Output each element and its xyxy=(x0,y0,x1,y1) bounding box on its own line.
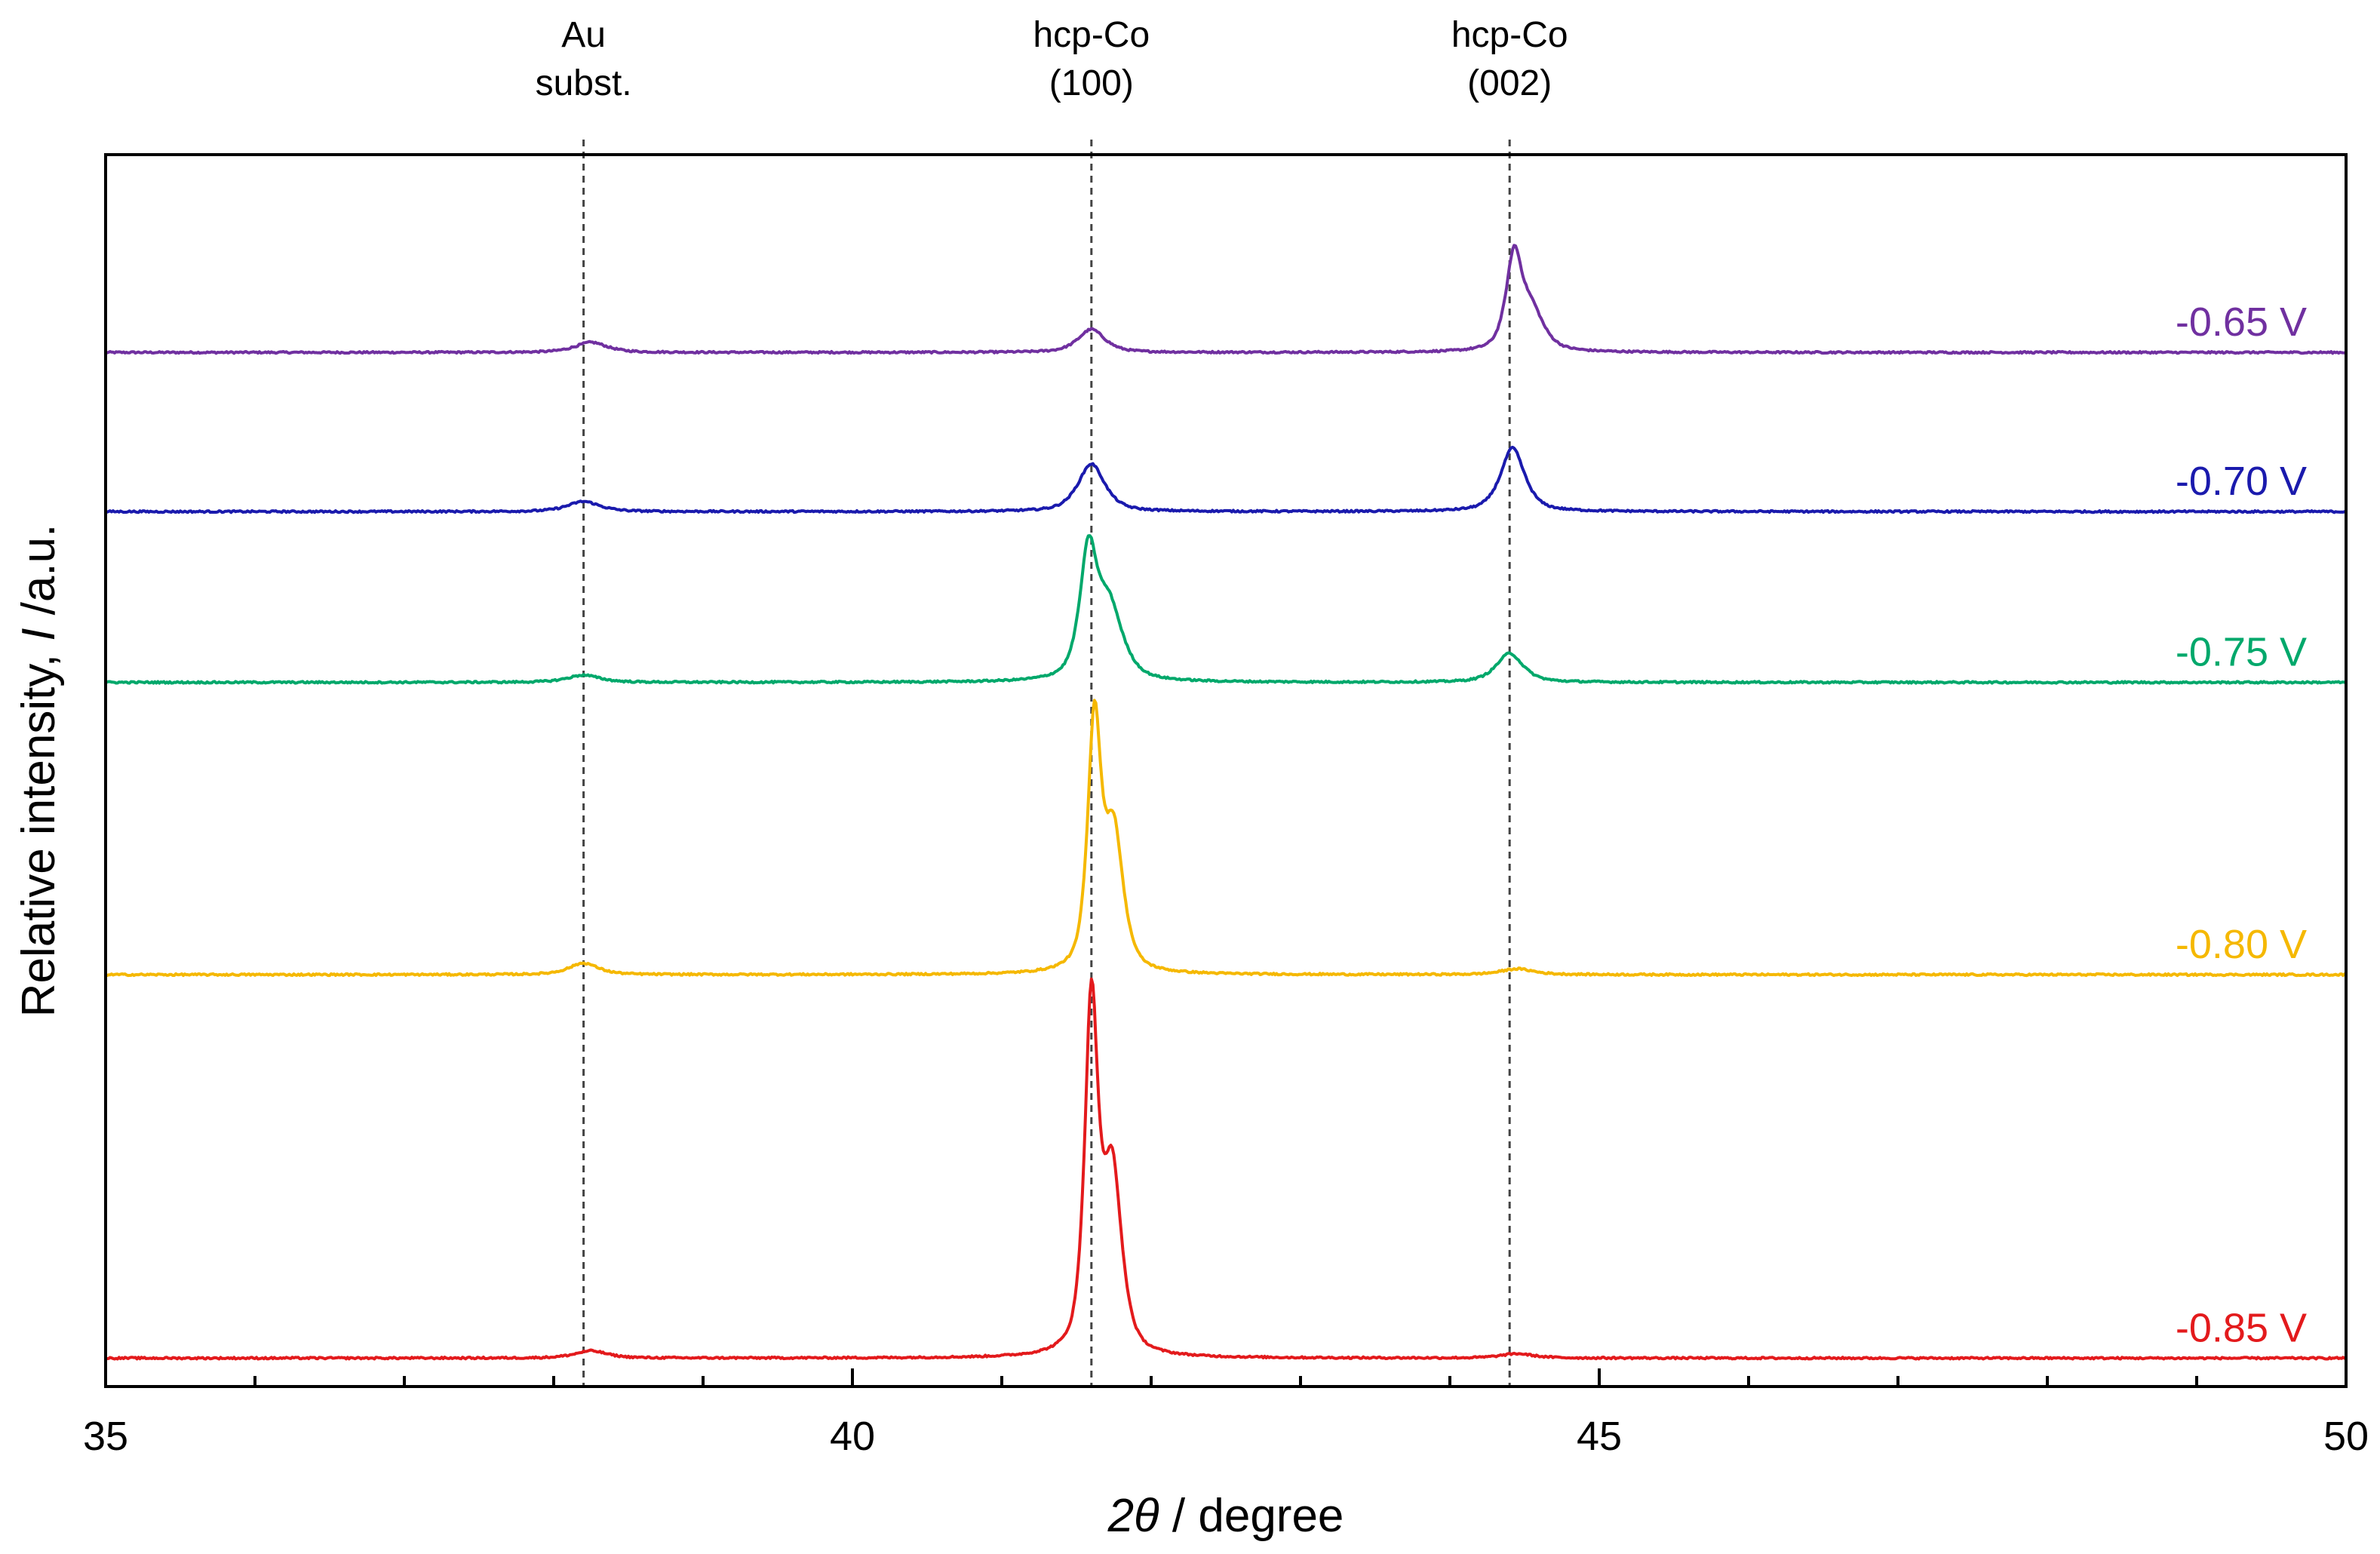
y-axis-symbol: I xyxy=(13,628,65,641)
series-label-0: -0.65 V xyxy=(2176,299,2307,345)
y-axis-prefix: Relative intensity, xyxy=(13,641,65,1018)
series-label-2: -0.75 V xyxy=(2176,630,2307,675)
x-tick-label-3: 50 xyxy=(2323,1414,2369,1459)
series-label-3: -0.80 V xyxy=(2176,922,2307,967)
series-traces xyxy=(105,244,2347,1361)
x-tick-label-2: 45 xyxy=(1577,1414,1622,1459)
reference-labels: Au subst. hcp-Co (100) hcp-Co (002) xyxy=(536,15,1568,103)
series-label-4: -0.85 V xyxy=(2176,1305,2307,1350)
series-trace-3 xyxy=(105,699,2347,978)
series-labels: -0.65 V -0.70 V -0.75 V -0.80 V -0.85 V xyxy=(2176,299,2307,1350)
reference-label-0-line-0: Au xyxy=(561,15,606,55)
reference-label-2-line-0: hcp-Co xyxy=(1451,15,1568,55)
x-tick-label-1: 40 xyxy=(830,1414,875,1459)
series-trace-1 xyxy=(105,445,2347,514)
reference-label-1-line-1: (100) xyxy=(1049,63,1134,103)
reference-label-1-line-0: hcp-Co xyxy=(1033,15,1150,55)
x-axis-tick-labels: 35 40 45 50 xyxy=(83,1414,2369,1459)
plot-frame xyxy=(104,153,2348,1388)
x-axis-title: 2θ / degree xyxy=(1107,1490,1344,1542)
x-axis-ticks xyxy=(104,1368,2348,1387)
series-trace-0 xyxy=(105,244,2347,355)
reference-lines xyxy=(582,140,1511,1387)
x-axis-unit: / degree xyxy=(1159,1490,1344,1542)
series-label-1: -0.70 V xyxy=(2176,459,2307,504)
x-tick-label-0: 35 xyxy=(83,1414,128,1459)
x-axis-symbol: 2θ xyxy=(1107,1490,1159,1542)
series-trace-4 xyxy=(105,977,2347,1361)
reference-label-0-line-1: subst. xyxy=(536,63,632,103)
y-axis-title: Relative intensity, I /a.u. xyxy=(13,524,65,1018)
series-trace-2 xyxy=(105,534,2347,685)
y-axis-suffix: /a.u. xyxy=(13,524,65,628)
reference-label-2-line-1: (002) xyxy=(1467,63,1552,103)
